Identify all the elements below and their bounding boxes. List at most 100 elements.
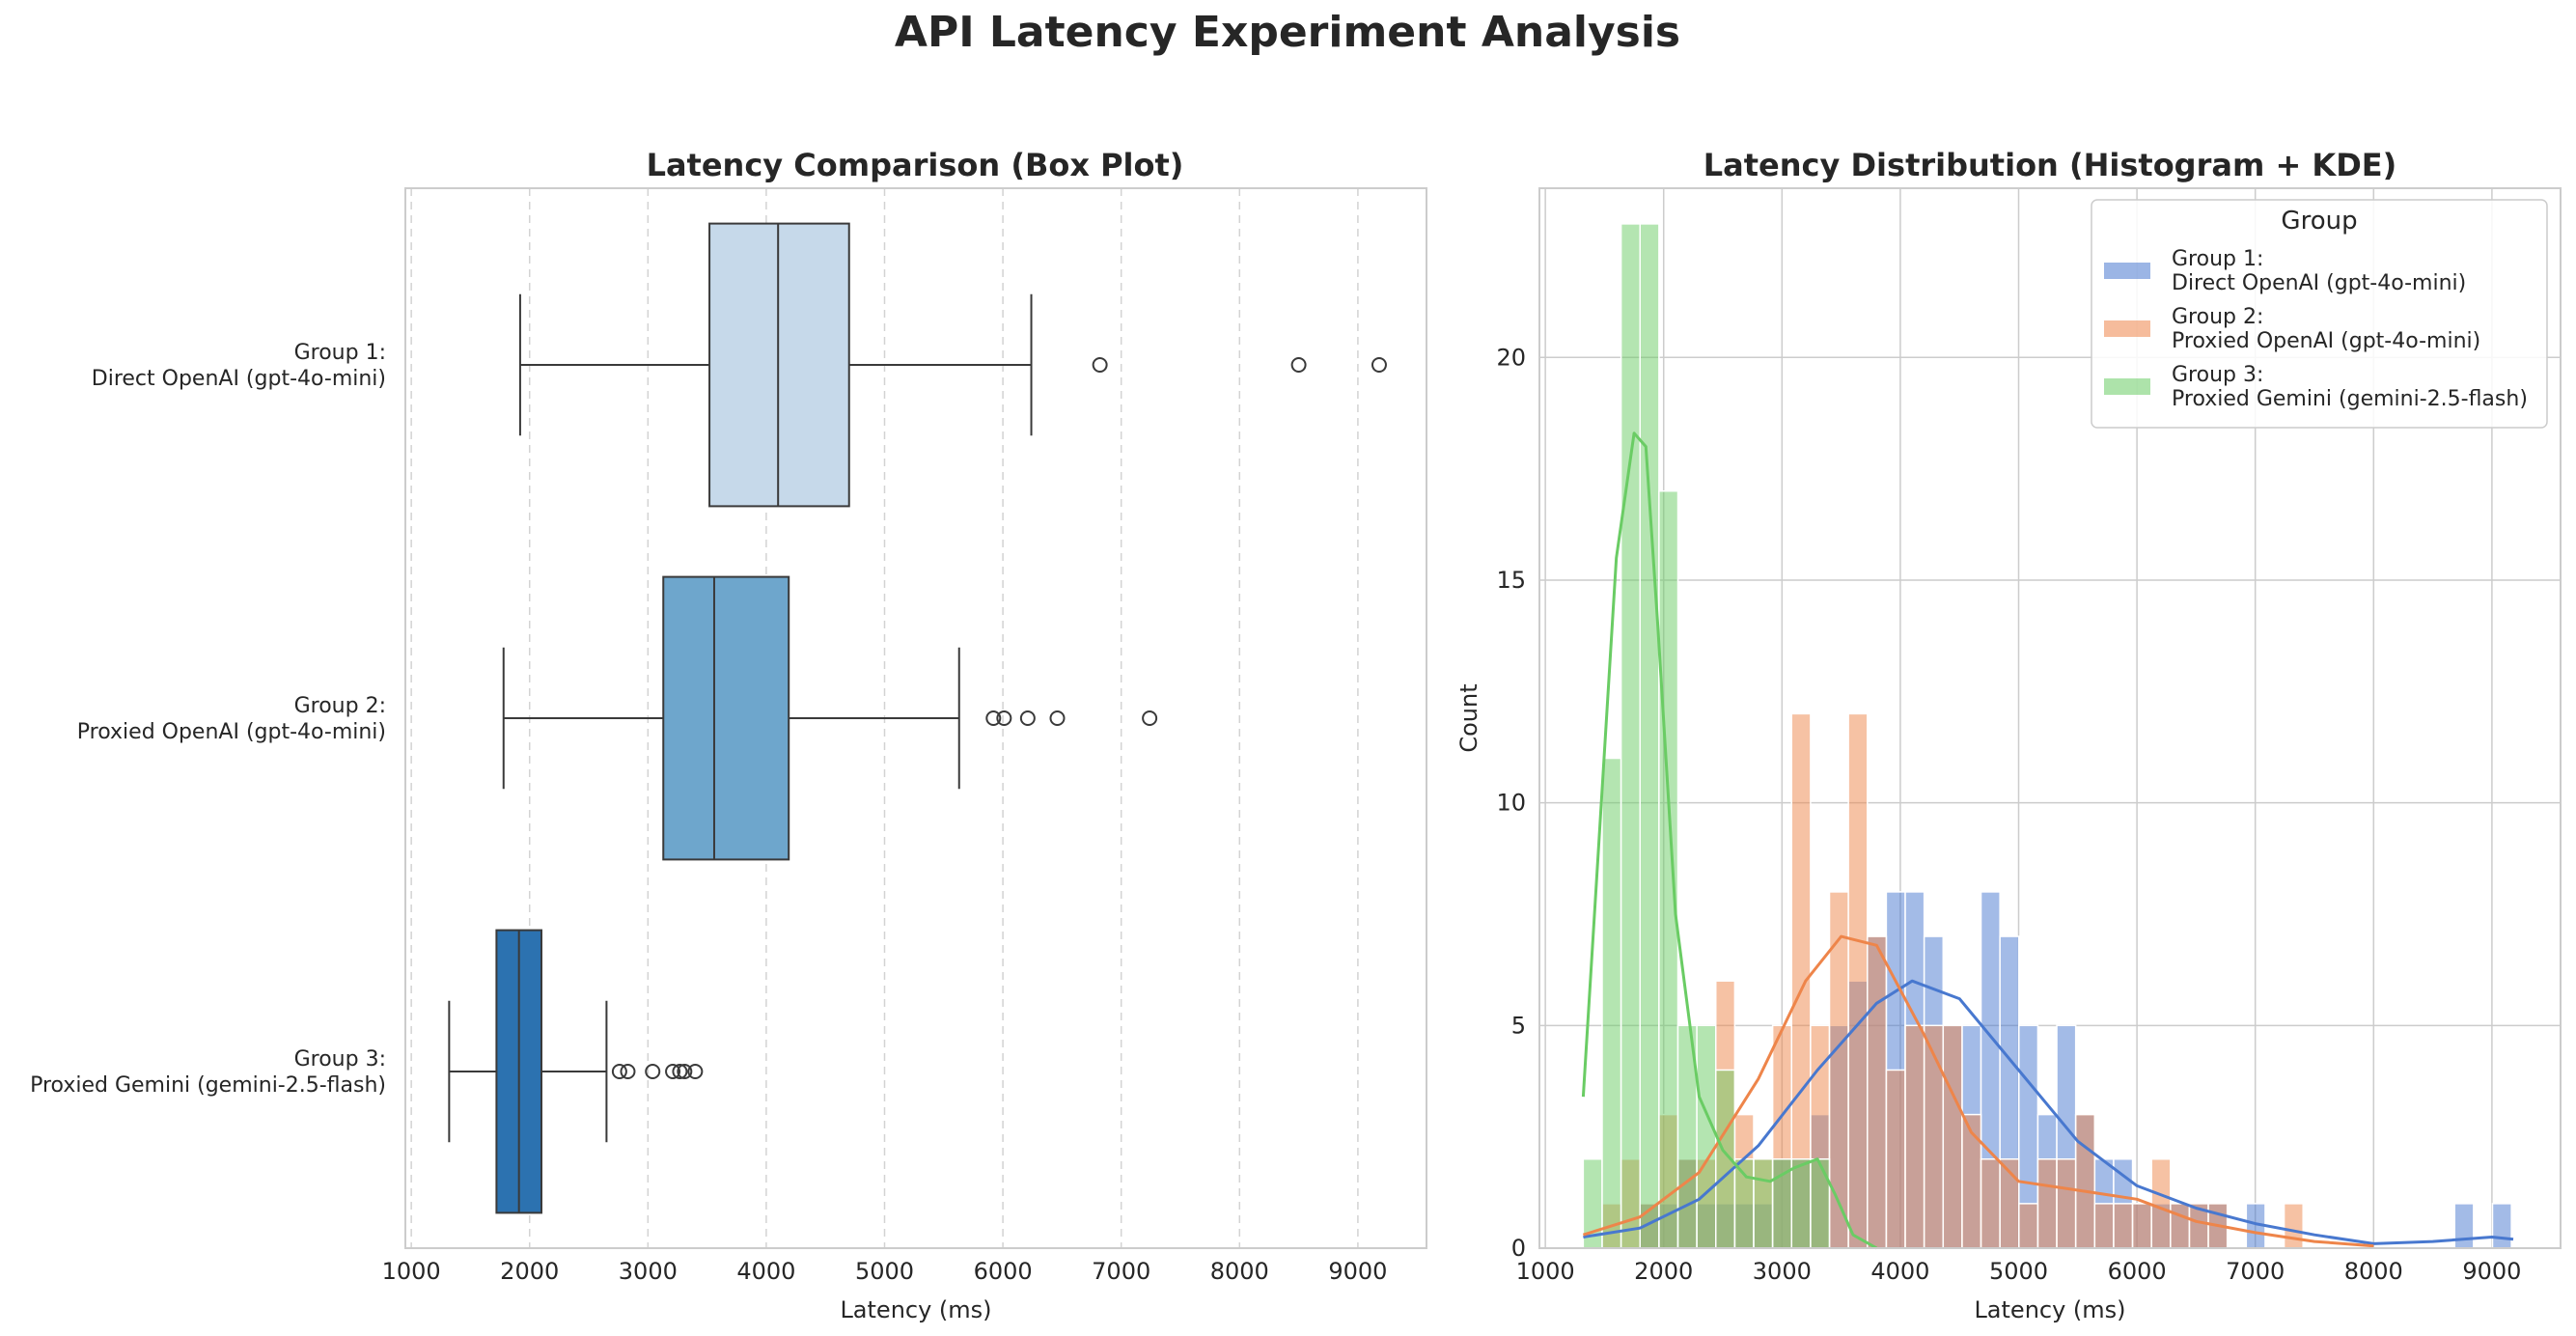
legend-label-line1: Group 3: (2172, 363, 2263, 387)
hist-bar (1601, 757, 1622, 1249)
histogram-legend: Group Group 1:Direct OpenAI (gpt-4o-mini… (2091, 199, 2548, 429)
legend-swatch (2104, 263, 2150, 279)
hist-y-tick-label: 5 (1511, 1012, 1526, 1039)
box-plot-category-labels: Group 1:Direct OpenAI (gpt-4o-mini) Group… (30, 341, 386, 1098)
hist-x-tick-label: 9000 (2462, 1258, 2521, 1285)
hist-y-tick-label: 0 (1511, 1235, 1526, 1262)
hist-bar (2491, 1203, 2512, 1249)
histogram-x-axis-label: Latency (ms) (1974, 1296, 2125, 1323)
box-outlier-point (687, 1064, 704, 1079)
legend-label-line2: Proxied OpenAI (gpt-4o-mini) (2172, 329, 2480, 353)
box-outlier-point (996, 710, 1012, 726)
box-plot-x-tick-labels: 1000 2000 3000 4000 5000 6000 7000 8000 9000 (382, 1258, 1388, 1285)
hist-bar (1867, 935, 1888, 1249)
hist-x-tick-label: 7000 (2226, 1258, 2285, 1285)
box-category-label-line1: Group 3: (294, 1047, 386, 1072)
legend-title: Group (2281, 207, 2357, 236)
hist-bar (1753, 1157, 1774, 1249)
hist-bar (2074, 1113, 2096, 1249)
hist-bar (2036, 1157, 2058, 1249)
hist-bar (1639, 223, 1660, 1249)
hist-bar (2018, 1203, 2039, 1249)
hist-y-tick-label: 20 (1496, 344, 1526, 371)
legend-label-line1: Group 2: (2172, 305, 2263, 329)
box-plot-title: Latency Comparison (Box Plot) (647, 147, 1184, 183)
box-iqr-rect (708, 222, 850, 508)
box-outlier-point (645, 1064, 661, 1079)
hist-bar (1790, 1157, 1812, 1249)
hist-bar (2093, 1203, 2115, 1249)
hist-x-tick-label: 3000 (1753, 1258, 1812, 1285)
histogram-x-tick-labels: 1000 2000 3000 4000 5000 6000 7000 8000 9000 (1516, 1258, 2522, 1285)
box-outlier-point (985, 710, 1002, 726)
hist-y-tick-label: 10 (1496, 790, 1526, 817)
hist-bar (1847, 712, 1869, 1249)
legend-frame (2091, 199, 2548, 429)
box-x-tick-label: 2000 (500, 1258, 559, 1285)
hist-bar (1810, 1157, 1831, 1249)
box-outlier-point (665, 1064, 681, 1079)
box-outlier-point (611, 1064, 627, 1079)
box-x-tick-label: 7000 (1092, 1258, 1150, 1285)
figure-title: API Latency Experiment Analysis (895, 8, 1680, 57)
hist-bar (2113, 1203, 2134, 1249)
box-plot-frame (404, 187, 1427, 1249)
box-outlier-point (1290, 357, 1307, 373)
legend-label-line1: Group 1: (2172, 247, 2263, 271)
histogram-title: Latency Distribution (Histogram + KDE) (1703, 147, 2396, 183)
hist-bar (1904, 1024, 1925, 1249)
box-outlier-point (1049, 710, 1066, 726)
hist-bar (1942, 1024, 1963, 1249)
box-x-tick-label: 9000 (1328, 1258, 1387, 1285)
box-outlier-point (1371, 357, 1387, 373)
box-x-tick-label: 5000 (855, 1258, 914, 1285)
hist-x-tick-label: 8000 (2344, 1258, 2403, 1285)
hist-bar (2170, 1203, 2191, 1249)
kde-line (1583, 979, 2514, 1245)
box-outlier-point (1019, 710, 1036, 726)
hist-y-tick-label: 15 (1496, 567, 1526, 594)
hist-bar (1696, 1024, 1717, 1249)
box-x-tick-label: 3000 (619, 1258, 678, 1285)
hist-bar (1923, 1024, 1945, 1249)
box-category-label-line1: Group 2: (294, 694, 386, 718)
box-category-label-line2: Direct OpenAI (gpt-4o-mini) (92, 367, 386, 391)
box-outlier-point (1142, 710, 1158, 726)
hist-bar (2453, 1203, 2475, 1249)
hist-x-tick-label: 1000 (1516, 1258, 1575, 1285)
legend-label-line2: Direct OpenAI (gpt-4o-mini) (2172, 271, 2466, 295)
box-x-tick-label: 8000 (1210, 1258, 1269, 1285)
box-x-tick-label: 4000 (736, 1258, 795, 1285)
hist-x-tick-label: 2000 (1634, 1258, 1693, 1285)
box-outlier-point (677, 1064, 693, 1079)
hist-x-tick-label: 4000 (1870, 1258, 1929, 1285)
histogram-kde-lines (1581, 431, 2514, 1250)
hist-bar (2131, 1203, 2152, 1249)
hist-x-tick-label: 5000 (1989, 1258, 2048, 1285)
hist-bar (1620, 223, 1641, 1249)
hist-bar (1658, 489, 1679, 1249)
hist-bar (2056, 1157, 2077, 1249)
hist-x-tick-label: 6000 (2108, 1258, 2167, 1285)
box-x-tick-label: 6000 (974, 1258, 1033, 1285)
box-plot-x-axis-label: Latency (ms) (840, 1296, 991, 1323)
histogram-frame (1538, 187, 2562, 1249)
legend-swatch (2104, 378, 2150, 395)
hist-bar (1885, 1069, 1906, 1249)
box-iqr-rect (662, 575, 790, 861)
legend-items: Group 1:Direct OpenAI (gpt-4o-mini) Group… (2104, 247, 2528, 411)
box-category-label-line2: Proxied Gemini (gemini-2.5-flash) (30, 1073, 386, 1098)
hist-bar (1980, 1157, 2001, 1249)
box-category-label-line1: Group 1: (294, 341, 386, 365)
histogram-panel: Latency Distribution (Histogram + KDE) 1… (1455, 147, 2562, 1323)
box-x-tick-label: 1000 (382, 1258, 441, 1285)
histogram-y-tick-labels: 0 5 10 15 20 (1496, 344, 1526, 1262)
box-outlier-point (620, 1064, 636, 1079)
box-plot-panel: Latency Comparison (Box Plot) 1000 2000 30… (30, 147, 1427, 1323)
legend-label-line2: Proxied Gemini (gemini-2.5-flash) (2172, 387, 2528, 411)
hist-bar (2150, 1157, 2172, 1249)
box-outlier-point (1092, 357, 1108, 373)
box-plot-marks (448, 222, 1387, 1214)
kde-line (1581, 431, 1878, 1250)
